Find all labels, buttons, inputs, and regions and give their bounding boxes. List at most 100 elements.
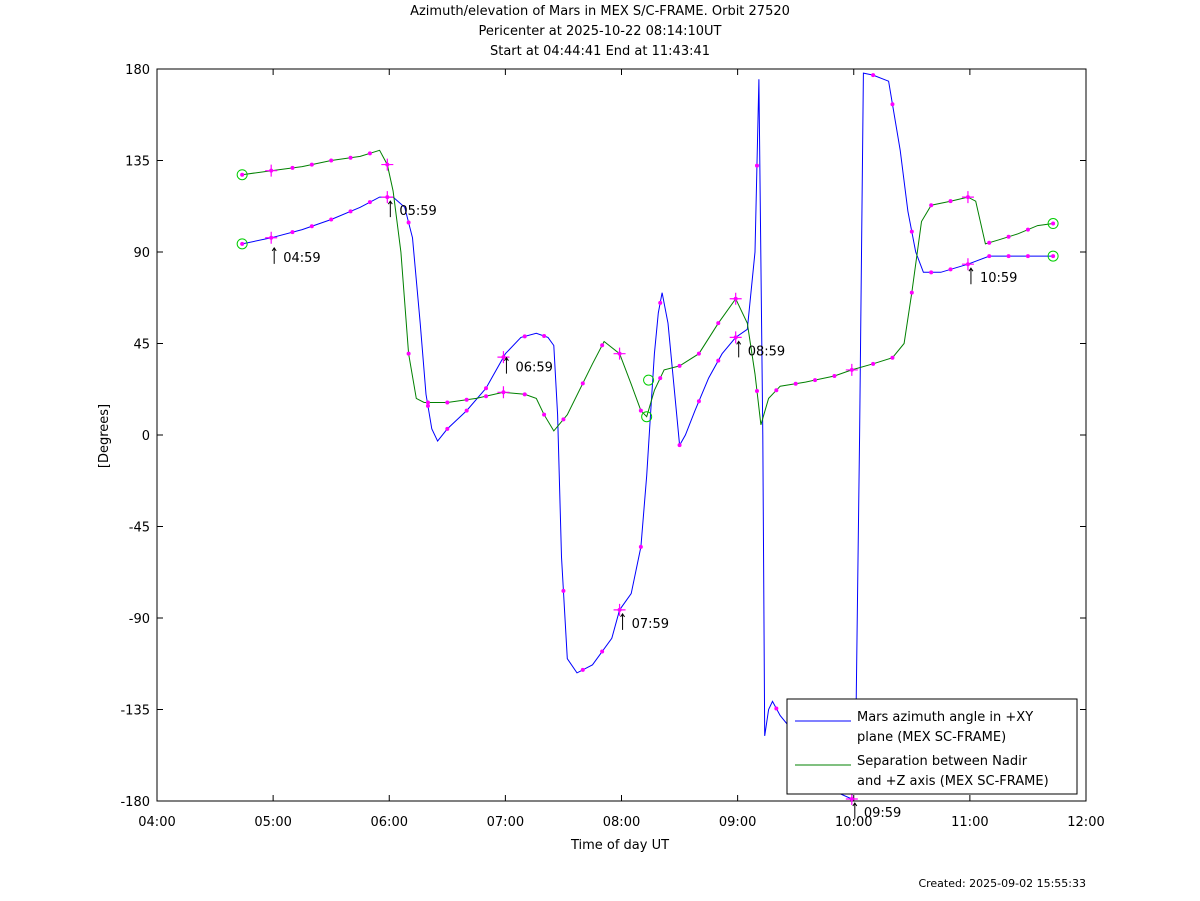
sample-dot: [948, 199, 953, 204]
sample-dot: [522, 334, 527, 339]
endpoint-circle-marker: [643, 374, 655, 386]
sample-dot: [445, 426, 450, 431]
time-annotation-arrow: [620, 612, 625, 630]
sample-dot: [542, 412, 547, 417]
sample-dot: [561, 588, 566, 593]
sample-dot: [677, 363, 682, 368]
legend-box: [786, 698, 1078, 795]
sample-dot: [948, 267, 953, 272]
sample-dot: [1051, 221, 1056, 226]
sample-dot: [464, 408, 469, 413]
hour-cross-marker: [497, 386, 510, 399]
sample-dot: [774, 706, 779, 711]
sample-dot: [367, 200, 372, 205]
endpoint-circle-marker: [236, 238, 248, 250]
y-tick-label: 90: [133, 246, 150, 261]
sample-dot: [987, 240, 992, 245]
time-annotation-arrow: [504, 356, 509, 374]
sample-dot: [1006, 254, 1011, 259]
hour-cross-marker: [381, 191, 394, 204]
sample-dot: [600, 649, 605, 654]
y-tick-label: 180: [125, 63, 150, 78]
sample-dot: [425, 400, 430, 405]
sample-dot: [329, 217, 334, 222]
sample-dot: [445, 400, 450, 405]
sample-dot: [871, 361, 876, 366]
x-tick-label: 05:00: [254, 815, 291, 830]
sample-dot: [1006, 234, 1011, 239]
sample-dot: [658, 300, 663, 305]
y-tick-label: -45: [129, 521, 150, 536]
sample-dot: [1025, 254, 1030, 259]
hour-cross-marker: [961, 191, 974, 204]
chart-subtitle-start-end: Start at 04:44:41 End at 11:43:41: [489, 44, 711, 59]
hour-cross-marker: [381, 158, 394, 171]
time-annotation-arrow: [271, 246, 277, 264]
sample-dot: [484, 394, 489, 399]
time-annotation-arrow: [387, 200, 393, 218]
created-timestamp: Created: 2025-09-02 15:55:33: [918, 877, 1086, 890]
sample-dot: [290, 230, 295, 235]
sample-dot: [309, 162, 314, 167]
sample-dot: [638, 408, 643, 413]
sample-dot: [658, 376, 663, 381]
hour-cross-marker: [729, 292, 742, 305]
x-tick-label: 04:00: [138, 815, 175, 830]
sample-dot: [832, 374, 837, 379]
time-annotation-label: 08:59: [748, 344, 785, 359]
sample-dot: [240, 241, 245, 246]
sample-dot: [406, 220, 411, 225]
sample-dot: [677, 443, 682, 448]
x-tick-label: 11:00: [951, 815, 988, 830]
sample-dot: [813, 378, 818, 383]
sample-dot: [290, 165, 295, 170]
sample-dot: [696, 399, 701, 404]
sample-dot: [240, 172, 245, 177]
legend-azimuth-line1: Mars azimuth angle in +XY: [857, 710, 1033, 725]
time-annotation-label: 10:59: [980, 271, 1017, 286]
hour-cross-marker: [961, 258, 974, 271]
sample-dot: [890, 102, 895, 107]
plot-frame: [156, 68, 1087, 802]
sample-dot: [367, 151, 372, 156]
sample-dot: [580, 667, 585, 672]
legend-separation-line1: Separation between Nadir: [857, 754, 1028, 769]
legend-separation-line2: and +Z axis (MEX SC-FRAME): [857, 774, 1049, 789]
time-annotation-arrow: [736, 340, 742, 358]
sample-dot: [754, 388, 759, 393]
sample-dot: [1051, 254, 1056, 259]
time-annotation-label: 09:59: [864, 806, 901, 821]
sample-dot: [716, 358, 721, 363]
x-tick-label: 08:00: [603, 815, 640, 830]
time-annotation-arrow: [852, 802, 858, 819]
sample-dot: [929, 270, 934, 275]
y-tick-label: 0: [142, 429, 150, 444]
time-annotation-label: 06:59: [515, 361, 552, 376]
x-tick-label: 12:00: [1067, 815, 1104, 830]
time-annotation-label: 07:59: [632, 617, 669, 632]
y-axis-label: [Degrees]: [97, 404, 112, 468]
sample-dot: [774, 388, 779, 393]
sample-dot: [309, 224, 314, 229]
sample-dot: [464, 397, 469, 402]
sample-dot: [793, 381, 798, 386]
x-axis-label: Time of day UT: [570, 838, 669, 853]
sample-dot: [484, 386, 489, 391]
legend: Mars azimuth angle in +XY plane (MEX SC-…: [786, 698, 1078, 795]
sample-dot: [638, 544, 643, 549]
chart-subtitle-pericenter: Pericenter at 2025-10-22 08:14:10UT: [478, 24, 722, 39]
sample-dot: [348, 209, 353, 214]
sample-dot: [348, 155, 353, 160]
time-annotation-arrow: [968, 267, 974, 285]
sample-dot: [425, 403, 430, 408]
sample-dot: [716, 321, 721, 326]
sample-dot: [754, 163, 759, 168]
y-tick-label: 135: [125, 155, 150, 170]
sample-dot: [580, 381, 585, 386]
endpoint-circle-marker: [641, 411, 653, 423]
hour-cross-marker: [729, 331, 742, 344]
x-tick-label: 09:00: [719, 815, 756, 830]
endpoint-circle-marker: [1047, 250, 1059, 262]
x-tick-label: 06:00: [371, 815, 408, 830]
